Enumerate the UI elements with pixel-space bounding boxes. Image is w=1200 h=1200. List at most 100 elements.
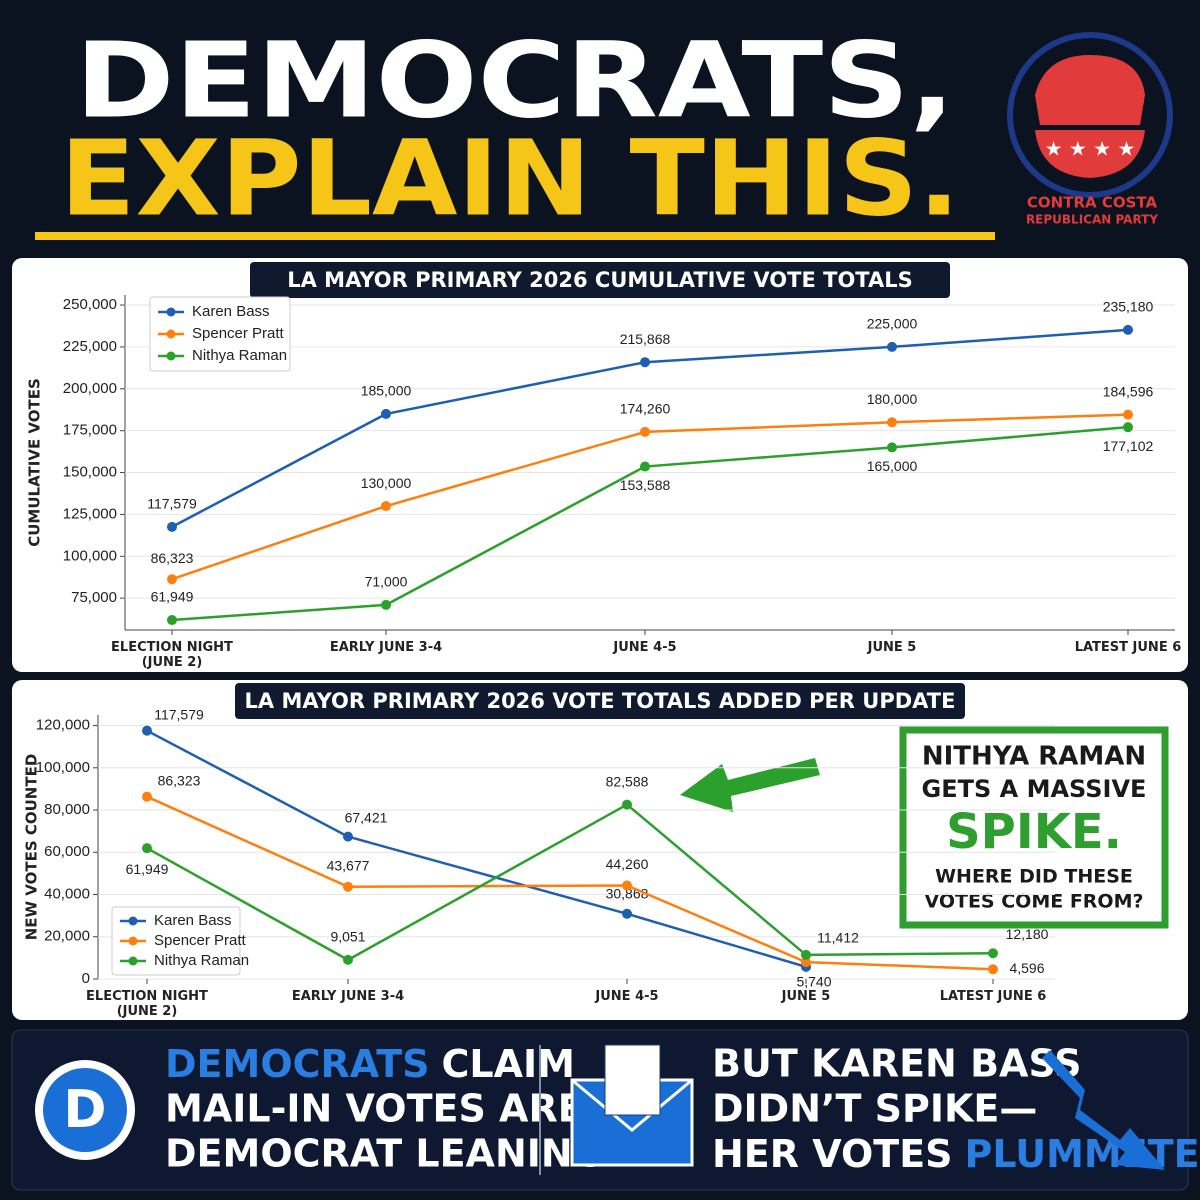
- value-label: 61,949: [151, 589, 194, 605]
- point: [381, 599, 391, 610]
- chart: LA MAYOR PRIMARY 2026 CUMULATIVE VOTE TO…: [26, 262, 1175, 635]
- value-label: 153,588: [620, 477, 671, 493]
- callout-line: NITHYA RAMAN: [922, 742, 1146, 772]
- point: [142, 725, 152, 736]
- callout-line: WHERE DID THESE: [935, 866, 1133, 888]
- down-arrow: [1042, 1050, 1165, 1170]
- callout-highlight: SPIKE.: [946, 804, 1122, 860]
- envelope-flap: [571, 1078, 693, 1132]
- point: [640, 426, 650, 437]
- value-label: 44,260: [606, 856, 649, 872]
- legend-marker: [166, 329, 176, 339]
- y-tick-label: 150,000: [63, 464, 117, 481]
- value-label: 9,051: [330, 929, 365, 945]
- logo-base: [1035, 130, 1145, 178]
- chart-title-bg: [235, 683, 965, 719]
- point: [1123, 409, 1133, 420]
- y-tick-label: 100,000: [63, 547, 117, 564]
- value-label: 174,260: [620, 401, 671, 417]
- value-label: 5,740: [796, 974, 831, 990]
- point: [640, 357, 650, 368]
- chart-panel-2: [12, 680, 1188, 1020]
- title-underline: [35, 232, 995, 240]
- point: [622, 880, 632, 891]
- legend-box: [111, 906, 241, 976]
- point: [167, 615, 177, 626]
- footer-text: HER VOTES: [712, 1132, 953, 1176]
- value-label: 11,412: [817, 930, 859, 946]
- footer-right-line: BUT KAREN BASS: [712, 1042, 1081, 1086]
- y-tick-label: 75,000: [71, 589, 117, 606]
- arrow: [680, 758, 820, 812]
- value-label: 43,677: [327, 857, 370, 873]
- chart-title: LA MAYOR PRIMARY 2026 CUMULATIVE VOTE TO…: [287, 268, 913, 292]
- value-label: 180,000: [867, 391, 918, 407]
- legend-label: Spencer Pratt: [154, 932, 247, 949]
- value-label: 12,180: [1006, 926, 1049, 942]
- footer-highlight: DEMOCRATS: [165, 1042, 430, 1086]
- value-label: 82,588: [606, 773, 649, 789]
- y-tick-label: 225,000: [63, 338, 117, 355]
- value-label: 67,421: [345, 809, 388, 825]
- chart-title-bg: [250, 262, 950, 298]
- footer-left-line: MAIL-IN VOTES ARE: [165, 1087, 584, 1131]
- callout-line: VOTES COME FROM?: [924, 891, 1143, 913]
- value-label: 130,000: [361, 475, 412, 491]
- logo: ★ ★ ★ ★ CONTRA COSTA REPUBLICAN PARTY: [1007, 32, 1173, 227]
- point: [801, 957, 811, 968]
- value-label: 177,102: [1103, 438, 1154, 454]
- legend-marker: [166, 307, 176, 317]
- point: [988, 948, 998, 959]
- point: [142, 843, 152, 854]
- y-axis-label: NEW VOTES COUNTED: [23, 754, 41, 941]
- legend-box: [149, 296, 291, 372]
- point: [622, 799, 632, 810]
- point: [887, 442, 897, 453]
- dem-letter: D: [63, 1080, 106, 1140]
- y-tick-label: 80,000: [44, 801, 90, 818]
- y-tick-label: 100,000: [36, 759, 90, 776]
- point: [988, 964, 998, 975]
- point: [381, 408, 391, 419]
- point: [1123, 422, 1133, 433]
- value-label: 4,596: [1009, 960, 1044, 976]
- value-label: 71,000: [365, 574, 408, 590]
- title-line-2: EXPLAIN THIS.: [60, 117, 960, 239]
- value-label: 215,868: [620, 331, 671, 347]
- chart: LA MAYOR PRIMARY 2026 VOTE TOTALS ADDED …: [23, 683, 1055, 990]
- value-label: 86,323: [158, 772, 201, 788]
- point: [622, 908, 632, 919]
- point: [1123, 324, 1133, 335]
- point: [343, 831, 353, 842]
- dem-logo-inner: [43, 1068, 127, 1152]
- callout-box: [899, 726, 1169, 929]
- logo-ring: [1007, 32, 1173, 198]
- logo-text-1: CONTRA COSTA: [1027, 194, 1158, 212]
- chart-panel-1: [12, 258, 1188, 672]
- point: [640, 461, 650, 472]
- footer-left-line: DEMOCRATS CLAIM: [165, 1042, 575, 1086]
- green-arrow: [680, 758, 820, 812]
- letter: [604, 1044, 661, 1116]
- footer-text: CLAIM: [442, 1042, 575, 1086]
- value-label: 235,180: [1103, 299, 1154, 315]
- value-label: 117,579: [147, 496, 197, 512]
- y-tick-label: 250,000: [63, 296, 117, 313]
- footer-left-line: DEMOCRAT LEANING.: [165, 1132, 618, 1176]
- point: [167, 521, 177, 532]
- callout-line: GETS A MASSIVE: [922, 775, 1147, 803]
- point: [381, 501, 391, 512]
- value-label: 184,596: [1103, 383, 1154, 399]
- value-label: 61,949: [126, 861, 169, 877]
- title-line-1: DEMOCRATS,: [75, 19, 955, 141]
- y-tick-label: 0: [82, 970, 90, 987]
- footer: D DEMOCRATS CLAIM MAIL-IN VOTES ARE DEMOC…: [11, 1029, 1200, 1191]
- legend-label: Nithya Raman: [154, 952, 249, 969]
- point: [343, 881, 353, 892]
- legend-label: Karen Bass: [154, 912, 232, 929]
- point: [142, 791, 152, 802]
- legend-label: Spencer Pratt: [192, 325, 285, 342]
- logo-text-2: REPUBLICAN PARTY: [1026, 213, 1158, 227]
